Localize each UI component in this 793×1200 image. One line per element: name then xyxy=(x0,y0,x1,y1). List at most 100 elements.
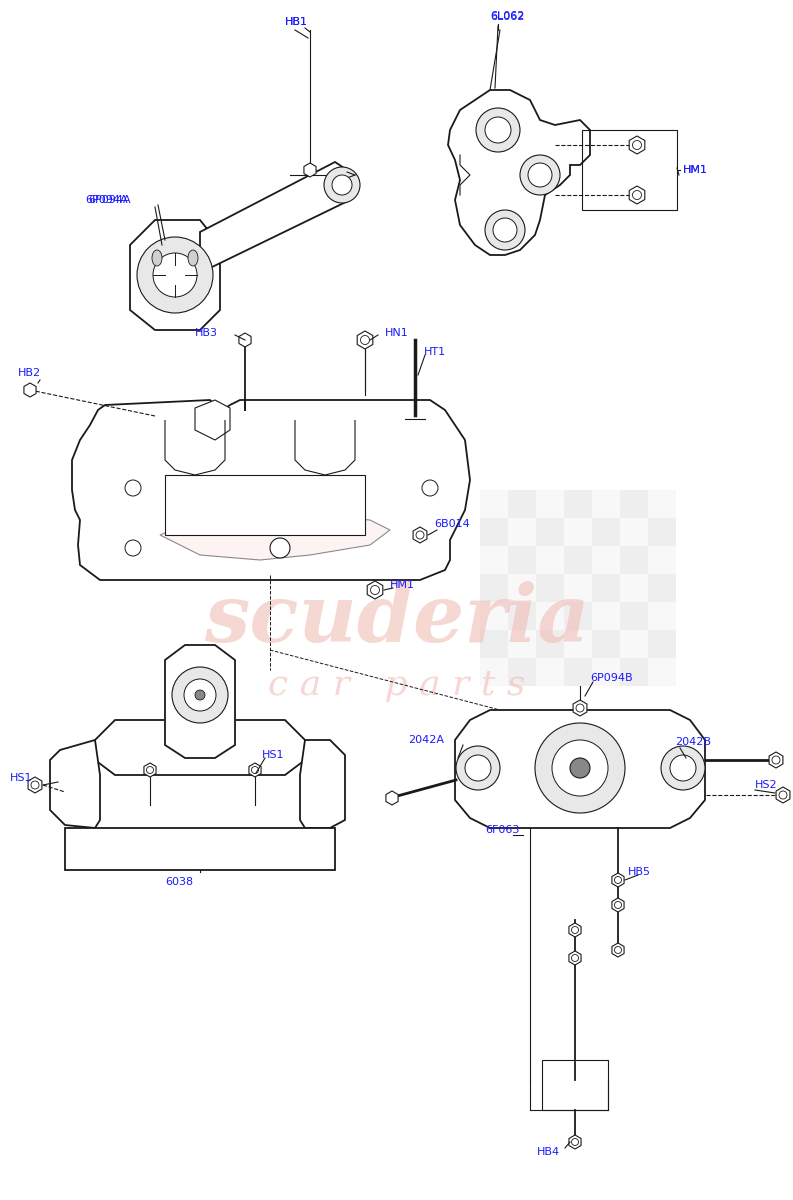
Circle shape xyxy=(670,755,696,781)
Text: 6P094A: 6P094A xyxy=(88,194,131,205)
Polygon shape xyxy=(72,400,470,580)
Bar xyxy=(620,546,648,574)
Polygon shape xyxy=(160,512,390,560)
Bar xyxy=(536,574,564,602)
Polygon shape xyxy=(569,1135,581,1150)
Bar xyxy=(165,475,365,535)
Polygon shape xyxy=(165,646,235,758)
Text: HN1: HN1 xyxy=(385,328,408,338)
Circle shape xyxy=(570,758,590,778)
Bar xyxy=(480,658,508,686)
Circle shape xyxy=(456,746,500,790)
Bar xyxy=(508,574,536,602)
Bar xyxy=(508,518,536,546)
Bar xyxy=(648,602,676,630)
Text: HT1: HT1 xyxy=(424,347,446,358)
Bar xyxy=(620,574,648,602)
Circle shape xyxy=(153,253,197,296)
Bar xyxy=(592,630,620,658)
Polygon shape xyxy=(95,720,305,775)
Circle shape xyxy=(772,756,780,764)
Circle shape xyxy=(147,767,154,774)
Polygon shape xyxy=(776,787,790,803)
Circle shape xyxy=(493,218,517,242)
Circle shape xyxy=(485,116,511,143)
Bar xyxy=(648,658,676,686)
Bar xyxy=(620,518,648,546)
Polygon shape xyxy=(612,874,624,887)
Bar xyxy=(620,658,648,686)
Bar xyxy=(536,490,564,518)
Bar xyxy=(592,490,620,518)
Circle shape xyxy=(184,679,216,710)
Polygon shape xyxy=(65,828,335,870)
Bar xyxy=(480,490,508,518)
Text: 6038: 6038 xyxy=(165,877,193,887)
Text: HB1: HB1 xyxy=(285,17,308,26)
Polygon shape xyxy=(386,791,398,805)
Polygon shape xyxy=(413,527,427,542)
Bar xyxy=(536,658,564,686)
Circle shape xyxy=(422,480,438,496)
Text: HB5: HB5 xyxy=(628,866,651,877)
Bar xyxy=(564,658,592,686)
Bar xyxy=(648,574,676,602)
Text: HM1: HM1 xyxy=(683,164,708,175)
Polygon shape xyxy=(195,400,230,440)
Circle shape xyxy=(416,530,424,539)
Bar xyxy=(648,546,676,574)
Bar xyxy=(564,518,592,546)
Circle shape xyxy=(31,781,39,790)
Circle shape xyxy=(125,540,141,556)
Circle shape xyxy=(370,586,380,594)
Polygon shape xyxy=(300,740,345,828)
Ellipse shape xyxy=(152,250,162,266)
Circle shape xyxy=(361,336,370,344)
Polygon shape xyxy=(130,220,220,330)
Bar xyxy=(648,490,676,518)
Circle shape xyxy=(779,791,787,799)
Circle shape xyxy=(576,704,584,712)
Polygon shape xyxy=(249,763,261,778)
Polygon shape xyxy=(612,898,624,912)
Bar xyxy=(564,574,592,602)
Circle shape xyxy=(137,236,213,313)
Bar xyxy=(508,658,536,686)
Polygon shape xyxy=(28,778,42,793)
Bar xyxy=(564,602,592,630)
Text: HB3: HB3 xyxy=(195,328,218,338)
Text: HB4: HB4 xyxy=(537,1147,560,1157)
Bar xyxy=(536,602,564,630)
Circle shape xyxy=(615,901,622,908)
Text: HM1: HM1 xyxy=(390,580,415,590)
Bar xyxy=(620,630,648,658)
Circle shape xyxy=(572,926,579,934)
Bar xyxy=(542,1060,608,1110)
Circle shape xyxy=(251,767,259,774)
Circle shape xyxy=(172,667,228,722)
Polygon shape xyxy=(367,581,383,599)
Text: 6P094A: 6P094A xyxy=(85,194,128,205)
Circle shape xyxy=(615,876,622,883)
Bar xyxy=(536,518,564,546)
Polygon shape xyxy=(569,950,581,965)
Bar xyxy=(592,602,620,630)
Circle shape xyxy=(270,538,290,558)
Bar xyxy=(508,490,536,518)
Polygon shape xyxy=(239,332,251,347)
Polygon shape xyxy=(304,163,316,176)
Text: 2042A: 2042A xyxy=(408,734,444,745)
Text: 6B014: 6B014 xyxy=(434,518,469,529)
Bar xyxy=(648,518,676,546)
Circle shape xyxy=(633,140,642,150)
Bar xyxy=(508,602,536,630)
Bar xyxy=(480,546,508,574)
Text: HS1: HS1 xyxy=(262,750,285,760)
Bar xyxy=(648,630,676,658)
Bar xyxy=(508,546,536,574)
Bar xyxy=(508,630,536,658)
Circle shape xyxy=(661,746,705,790)
Circle shape xyxy=(572,1139,579,1146)
Bar xyxy=(564,490,592,518)
Bar xyxy=(582,130,677,210)
